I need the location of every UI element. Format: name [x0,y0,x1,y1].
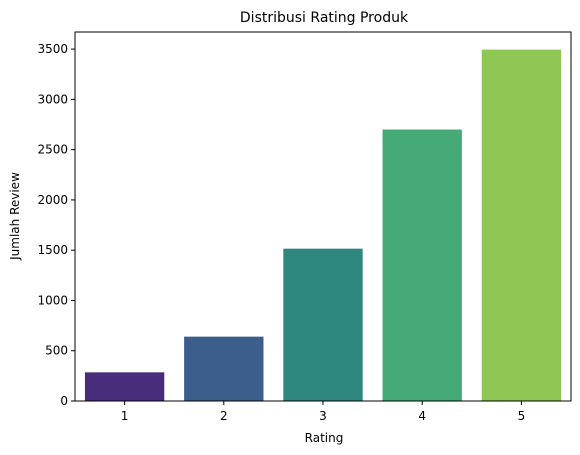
y-tick-label: 1000 [37,293,68,307]
plot-frame [74,31,572,402]
y-tick-label: 0 [60,394,68,408]
y-tick-label: 500 [45,344,68,358]
y-tick-label: 2000 [37,193,68,207]
x-tick-label: 4 [418,409,426,423]
x-tick-label: 3 [319,409,327,423]
bar-rating-4 [382,129,462,401]
y-tick-label: 3500 [37,42,68,56]
y-tick-label: 3000 [37,92,68,106]
bar-rating-3 [283,248,363,401]
y-tick-label: 2500 [37,143,68,157]
x-axis: 1 2 3 4 5 [121,401,525,423]
y-tick-label: 1500 [37,243,68,257]
bar-rating-1 [84,372,165,401]
chart-title: Distribusi Rating Produk [240,10,409,26]
bar-rating-2 [184,336,264,401]
y-axis-label: Jumlah Review [8,172,22,261]
x-tick-label: 1 [121,409,129,423]
bars-layer [84,49,562,401]
x-tick-label: 5 [518,409,526,423]
y-axis: 0 500 1000 1500 2000 2500 3000 3500 [37,42,75,408]
x-tick-label: 2 [220,409,228,423]
x-axis-label: Rating [305,431,344,445]
bar-rating-5 [481,49,562,401]
